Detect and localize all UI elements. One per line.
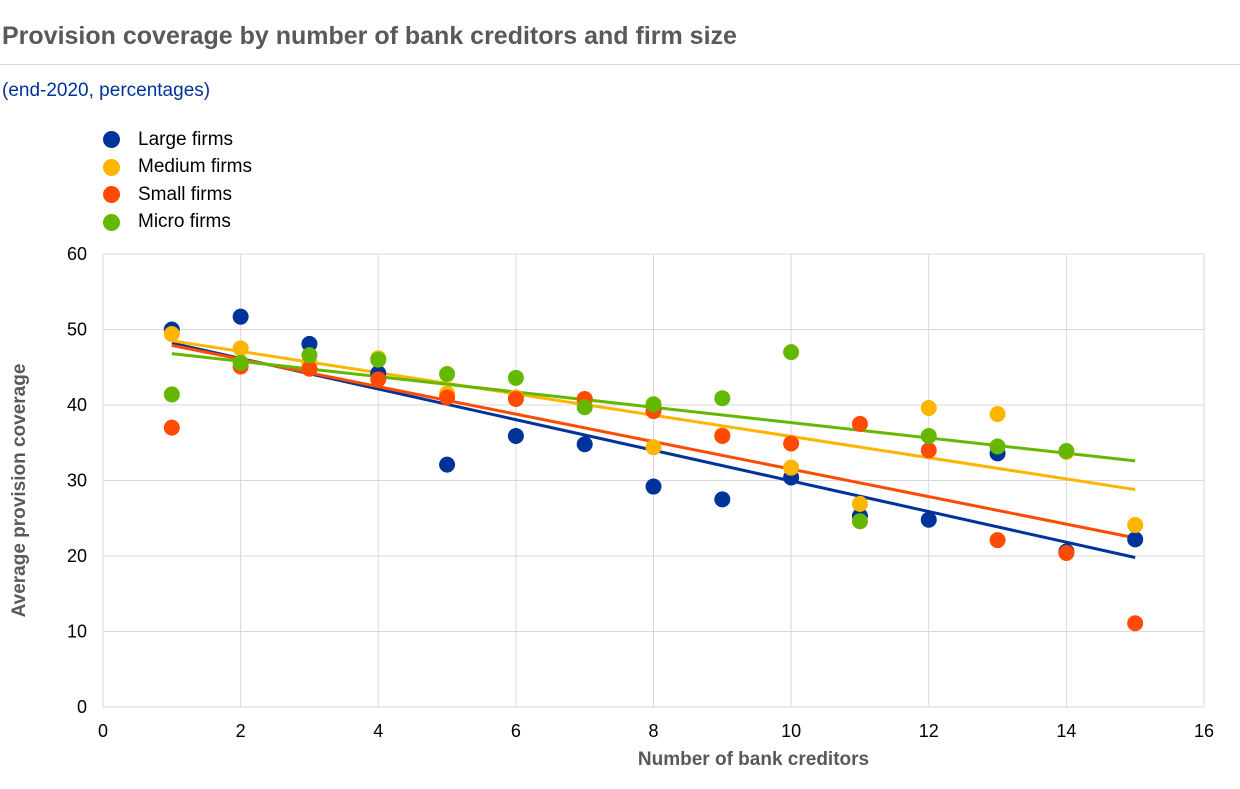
data-point-micro-firms [232,354,249,371]
x-axis-label: Number of bank creditors [638,749,869,770]
data-point-medium-firms [1127,517,1144,534]
data-point-small-firms [1058,544,1075,561]
data-point-small-firms [920,442,937,459]
data-point-micro-firms [714,390,731,407]
series-micro-firms [163,344,1075,530]
legend-label: Micro firms [138,211,231,233]
x-tick-label: 12 [919,721,939,741]
x-tick-label: 0 [98,721,108,741]
data-point-small-firms [439,389,456,406]
data-point-large-firms [920,511,937,528]
chart-subtitle: (end-2020, percentages) [2,80,211,101]
data-point-micro-firms [507,369,524,386]
data-point-small-firms [163,419,180,436]
data-point-micro-firms [576,399,593,416]
title-divider [0,64,1240,65]
x-tick-label: 10 [781,721,801,741]
data-point-medium-firms [232,340,249,357]
data-point-micro-firms [439,366,456,383]
legend-item-medium-firms: Medium firms [103,154,252,182]
data-point-medium-firms [783,459,800,476]
y-tick-label: 30 [67,471,87,491]
data-points [163,308,1144,632]
legend-marker [103,186,120,204]
legend-marker [103,131,120,149]
data-point-small-firms [714,427,731,444]
data-point-small-firms [989,532,1006,549]
data-point-large-firms [714,491,731,508]
x-tick-label: 2 [236,721,246,741]
y-tick-label: 50 [67,320,87,340]
legend-label: Large firms [138,128,234,150]
data-point-large-firms [1127,531,1144,548]
x-tick-label: 8 [648,721,658,741]
data-point-small-firms [851,415,868,432]
legend-item-large-firms: Large firms [103,126,252,154]
data-point-micro-firms [989,438,1006,455]
legend-label: Small firms [138,183,232,205]
data-point-small-firms [301,360,318,377]
legend-item-small-firms: Small firms [103,181,252,209]
data-point-micro-firms [645,396,662,413]
y-tick-label: 60 [67,244,87,264]
x-tick-label: 14 [1056,721,1076,741]
data-point-large-firms [645,478,662,495]
data-point-micro-firms [920,427,937,444]
y-tick-label: 10 [67,622,87,642]
data-point-large-firms [507,427,524,444]
tick-labels: 0 10 20 30 40 50 60 0 2 4 6 8 10 12 14 16 [67,244,1214,741]
data-point-medium-firms [163,326,180,343]
legend: Large firms Medium firms Small firms Micro … [103,126,252,236]
data-point-large-firms [301,335,318,352]
data-point-large-firms [576,436,593,453]
legend-label: Medium firms [138,156,253,178]
data-point-small-firms [783,435,800,452]
data-point-micro-firms [301,347,318,364]
data-point-large-firms [232,308,249,325]
x-tick-label: 6 [511,721,521,741]
legend-item-micro-firms: Micro firms [103,209,252,237]
data-point-micro-firms [1058,443,1075,460]
y-tick-label: 20 [67,546,87,566]
data-point-micro-firms [163,386,180,403]
data-point-medium-firms [851,495,868,512]
data-point-medium-firms [989,406,1006,423]
y-axis-label: Average provision coverage [9,364,30,618]
legend-marker [103,158,120,176]
legend-marker [103,213,120,231]
x-tick-label: 4 [373,721,383,741]
y-tick-label: 40 [67,395,87,415]
data-point-small-firms [507,390,524,407]
data-point-small-firms [370,371,387,388]
data-point-medium-firms [920,400,937,417]
data-point-micro-firms [370,351,387,368]
data-point-large-firms [439,456,456,473]
x-tick-label: 16 [1194,721,1214,741]
y-tick-label: 0 [77,697,87,717]
data-point-medium-firms [645,439,662,456]
chart-title: Provision coverage by number of bank cre… [2,22,737,50]
data-point-small-firms [1127,615,1144,632]
data-point-micro-firms [851,513,868,530]
data-point-micro-firms [783,344,800,361]
